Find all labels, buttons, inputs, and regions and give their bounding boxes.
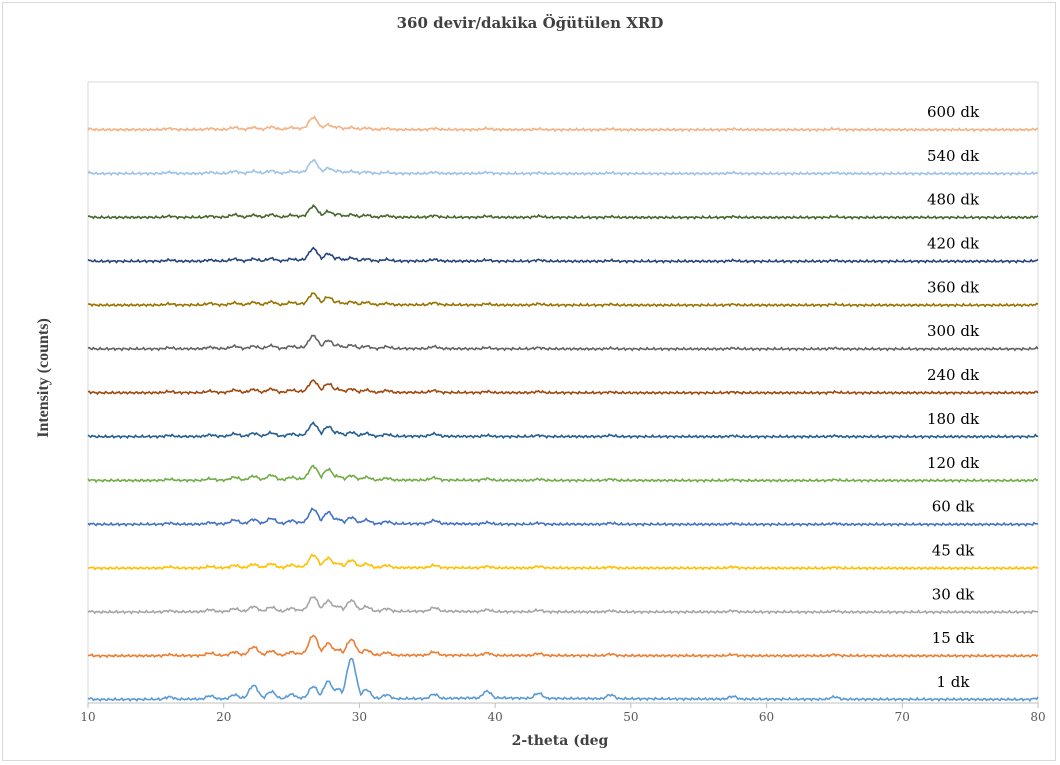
series-label: 1 dk bbox=[936, 673, 970, 691]
series-label: 120 dk bbox=[927, 454, 980, 472]
x-tick-label: 20 bbox=[216, 710, 231, 724]
series-label: 480 dk bbox=[927, 191, 980, 209]
series-line-360-dk bbox=[87, 292, 1039, 308]
x-axis-label: 2-theta (deg bbox=[511, 733, 609, 749]
x-tick-label: 30 bbox=[352, 710, 367, 724]
x-tick-label: 40 bbox=[488, 710, 503, 724]
x-tick-label: 60 bbox=[759, 710, 774, 724]
series-line-45-dk bbox=[87, 553, 1039, 571]
series-line-540-dk bbox=[87, 158, 1039, 177]
series-label: 360 dk bbox=[927, 278, 980, 296]
series-line-420-dk bbox=[87, 246, 1039, 264]
chart-title: 360 devir/dakika Öğütülen XRD bbox=[396, 14, 664, 32]
series-line-1-dk bbox=[87, 657, 1039, 703]
series-line-60-dk bbox=[87, 507, 1039, 527]
series-label: 45 dk bbox=[932, 541, 975, 559]
series-label: 180 dk bbox=[927, 410, 980, 428]
series-line-180-dk bbox=[87, 421, 1039, 440]
series-line-15-dk bbox=[87, 634, 1039, 659]
x-tick-label: 70 bbox=[895, 710, 910, 724]
series-line-480-dk bbox=[87, 204, 1039, 220]
x-tick-label: 10 bbox=[80, 710, 95, 724]
series-line-30-dk bbox=[87, 596, 1039, 615]
series-line-600-dk bbox=[87, 115, 1039, 133]
series-line-120-dk bbox=[87, 464, 1039, 484]
series-label: 420 dk bbox=[927, 235, 980, 253]
series-label: 600 dk bbox=[927, 103, 980, 121]
series-label: 240 dk bbox=[927, 366, 980, 384]
series-label: 30 dk bbox=[932, 585, 975, 603]
x-tick-label: 80 bbox=[1030, 710, 1045, 724]
series-line-240-dk bbox=[87, 379, 1039, 396]
series-label: 300 dk bbox=[927, 322, 980, 340]
series-label: 540 dk bbox=[927, 147, 980, 165]
series-line-300-dk bbox=[87, 334, 1039, 352]
x-tick-label: 50 bbox=[623, 710, 638, 724]
series-label: 15 dk bbox=[932, 629, 975, 647]
series-label: 60 dk bbox=[932, 498, 975, 516]
